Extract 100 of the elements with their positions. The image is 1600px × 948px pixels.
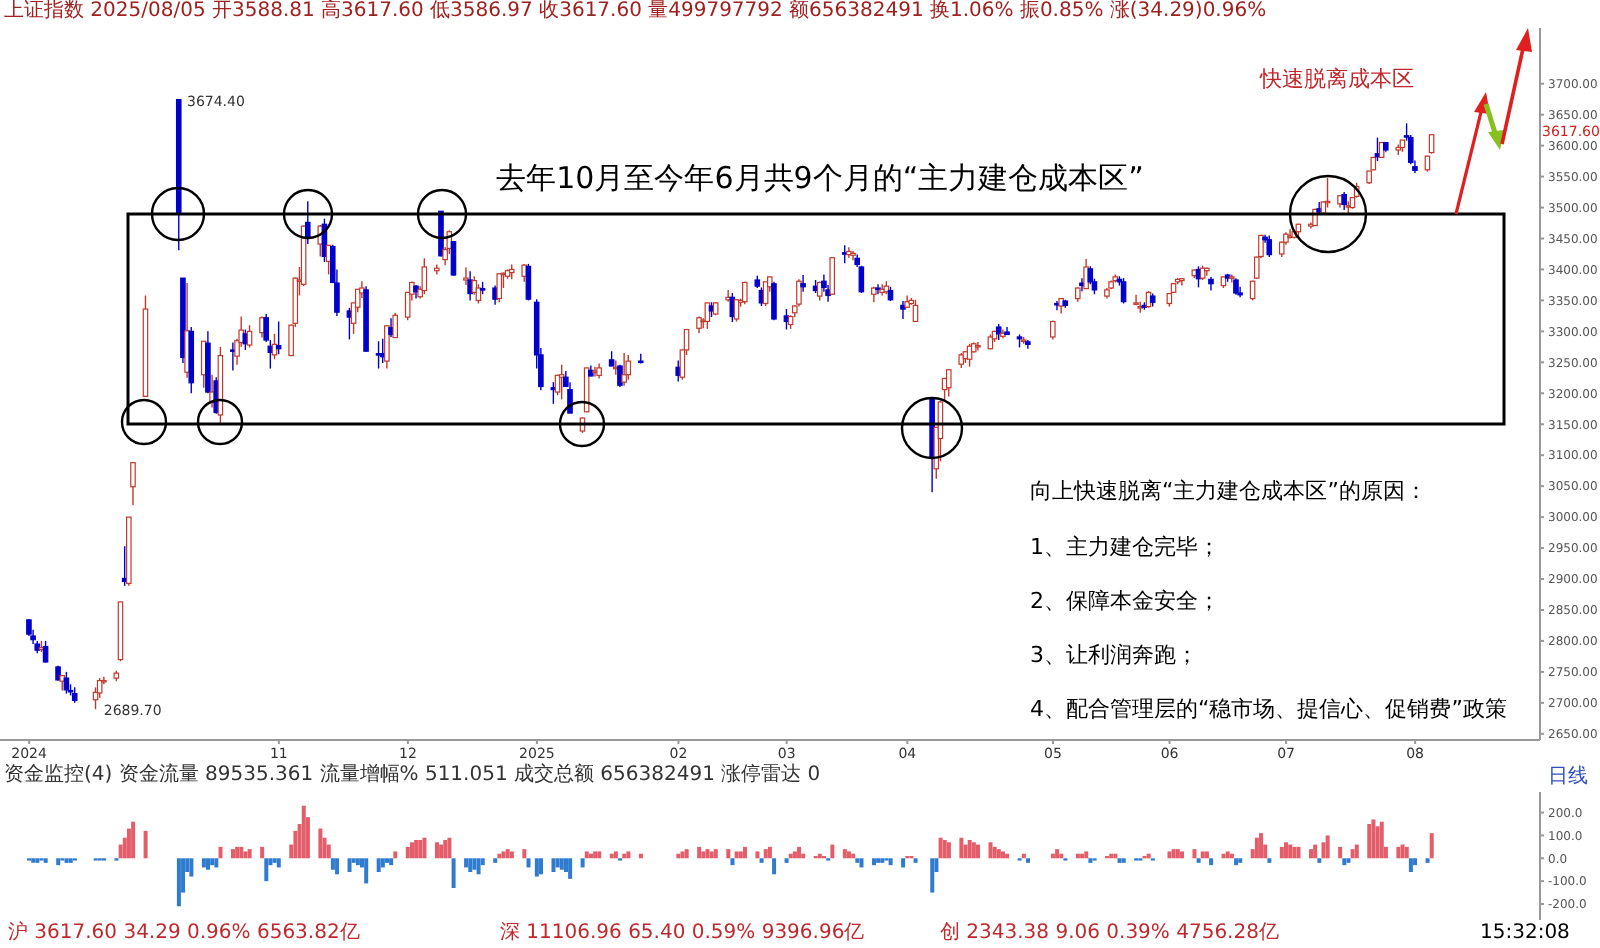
bar xyxy=(539,858,543,875)
bar xyxy=(434,842,439,859)
candlestick xyxy=(900,300,906,320)
candlestick xyxy=(1208,276,1214,292)
candlestick xyxy=(275,320,282,355)
bar xyxy=(118,844,123,859)
bar xyxy=(439,844,444,859)
bar xyxy=(418,840,423,859)
candlestick xyxy=(850,250,856,261)
bar xyxy=(522,849,527,859)
bar xyxy=(1292,846,1297,859)
bar xyxy=(1325,835,1330,859)
bar xyxy=(930,858,935,893)
bar xyxy=(697,846,702,859)
text: 15:32:08 xyxy=(1480,922,1570,944)
bar xyxy=(1396,846,1401,859)
bar xyxy=(409,842,414,859)
bar xyxy=(264,858,269,882)
bar xyxy=(992,846,997,859)
text: 创 2343.38 9.06 0.39% 4756.28亿 xyxy=(940,922,1279,944)
bar xyxy=(1192,849,1197,859)
bar xyxy=(1404,846,1409,859)
candlestick xyxy=(1237,286,1243,299)
bar xyxy=(206,858,211,870)
bar xyxy=(1413,858,1418,866)
candlestick xyxy=(375,340,382,370)
bar xyxy=(326,844,331,859)
bar xyxy=(1204,851,1209,859)
bar xyxy=(414,840,419,859)
bar xyxy=(967,840,972,859)
bar xyxy=(684,849,689,859)
bar xyxy=(847,851,851,859)
bar xyxy=(1321,842,1326,859)
bar xyxy=(1001,851,1005,859)
candlestick xyxy=(945,368,952,398)
candlestick xyxy=(471,275,478,296)
bar xyxy=(468,858,473,872)
bar xyxy=(443,840,448,859)
bar xyxy=(555,858,560,868)
bar xyxy=(122,837,127,859)
bar xyxy=(738,851,743,859)
annotation: 去年10月至今年6月共9个月的“主力建仓成本区” xyxy=(496,160,1144,196)
candlestick xyxy=(800,274,806,293)
bar xyxy=(963,844,968,859)
bar xyxy=(1175,849,1180,859)
bar xyxy=(243,851,248,859)
bar xyxy=(260,846,265,859)
bar xyxy=(393,851,398,859)
bar xyxy=(1429,833,1434,859)
bar xyxy=(1400,844,1405,859)
chart-title: 资金监控(4) 资金流量 89535.361 流量增幅% 511.051 成交总额 656382491 涨停雷达 0 xyxy=(4,764,821,786)
candlestick xyxy=(246,324,253,349)
bar xyxy=(568,858,573,879)
annotation: 向上快速脱离“主力建仓成本区”的原因： xyxy=(1030,478,1427,504)
bar xyxy=(1259,833,1264,859)
bar xyxy=(214,858,219,868)
candlestick xyxy=(675,359,682,383)
bar xyxy=(730,858,735,866)
bar xyxy=(422,837,427,859)
bar xyxy=(726,849,731,859)
candlestick xyxy=(304,200,311,245)
bar xyxy=(888,858,893,866)
bar xyxy=(131,821,136,859)
text: 沪 3617.60 34.29 0.96% 6563.82亿 xyxy=(8,922,360,944)
bar xyxy=(534,858,539,877)
bar xyxy=(942,840,947,859)
candlestick xyxy=(771,281,777,321)
bar xyxy=(559,858,564,870)
annotation: 1、主力建仓完毕； xyxy=(1030,534,1220,560)
bar xyxy=(464,858,469,868)
text: 深 11106.96 65.40 0.59% 9396.96亿 xyxy=(500,922,865,944)
bar xyxy=(1342,858,1347,866)
bar xyxy=(959,837,964,859)
bar xyxy=(330,858,335,870)
bar xyxy=(597,851,602,859)
candlestick xyxy=(1204,266,1210,277)
bar xyxy=(1296,846,1301,859)
bar xyxy=(276,858,281,868)
candlestick xyxy=(583,367,590,413)
bar xyxy=(996,849,1001,859)
candlestick xyxy=(625,354,632,381)
candlestick xyxy=(796,278,802,308)
bar xyxy=(1167,851,1172,859)
candlestick xyxy=(567,381,573,414)
bar xyxy=(476,858,481,875)
bar xyxy=(505,849,510,859)
annotation: 2、保障本金安全； xyxy=(1030,588,1220,614)
bar xyxy=(971,842,976,859)
bar xyxy=(318,828,323,859)
candlestick xyxy=(1054,300,1060,312)
bar xyxy=(742,846,747,859)
bar xyxy=(563,858,568,872)
candlestick xyxy=(829,257,836,296)
bar xyxy=(335,858,340,875)
bar xyxy=(767,846,772,859)
bar xyxy=(201,858,206,868)
bar xyxy=(301,805,306,859)
bar xyxy=(701,851,706,859)
bar xyxy=(347,858,352,872)
candlestick xyxy=(450,240,457,277)
